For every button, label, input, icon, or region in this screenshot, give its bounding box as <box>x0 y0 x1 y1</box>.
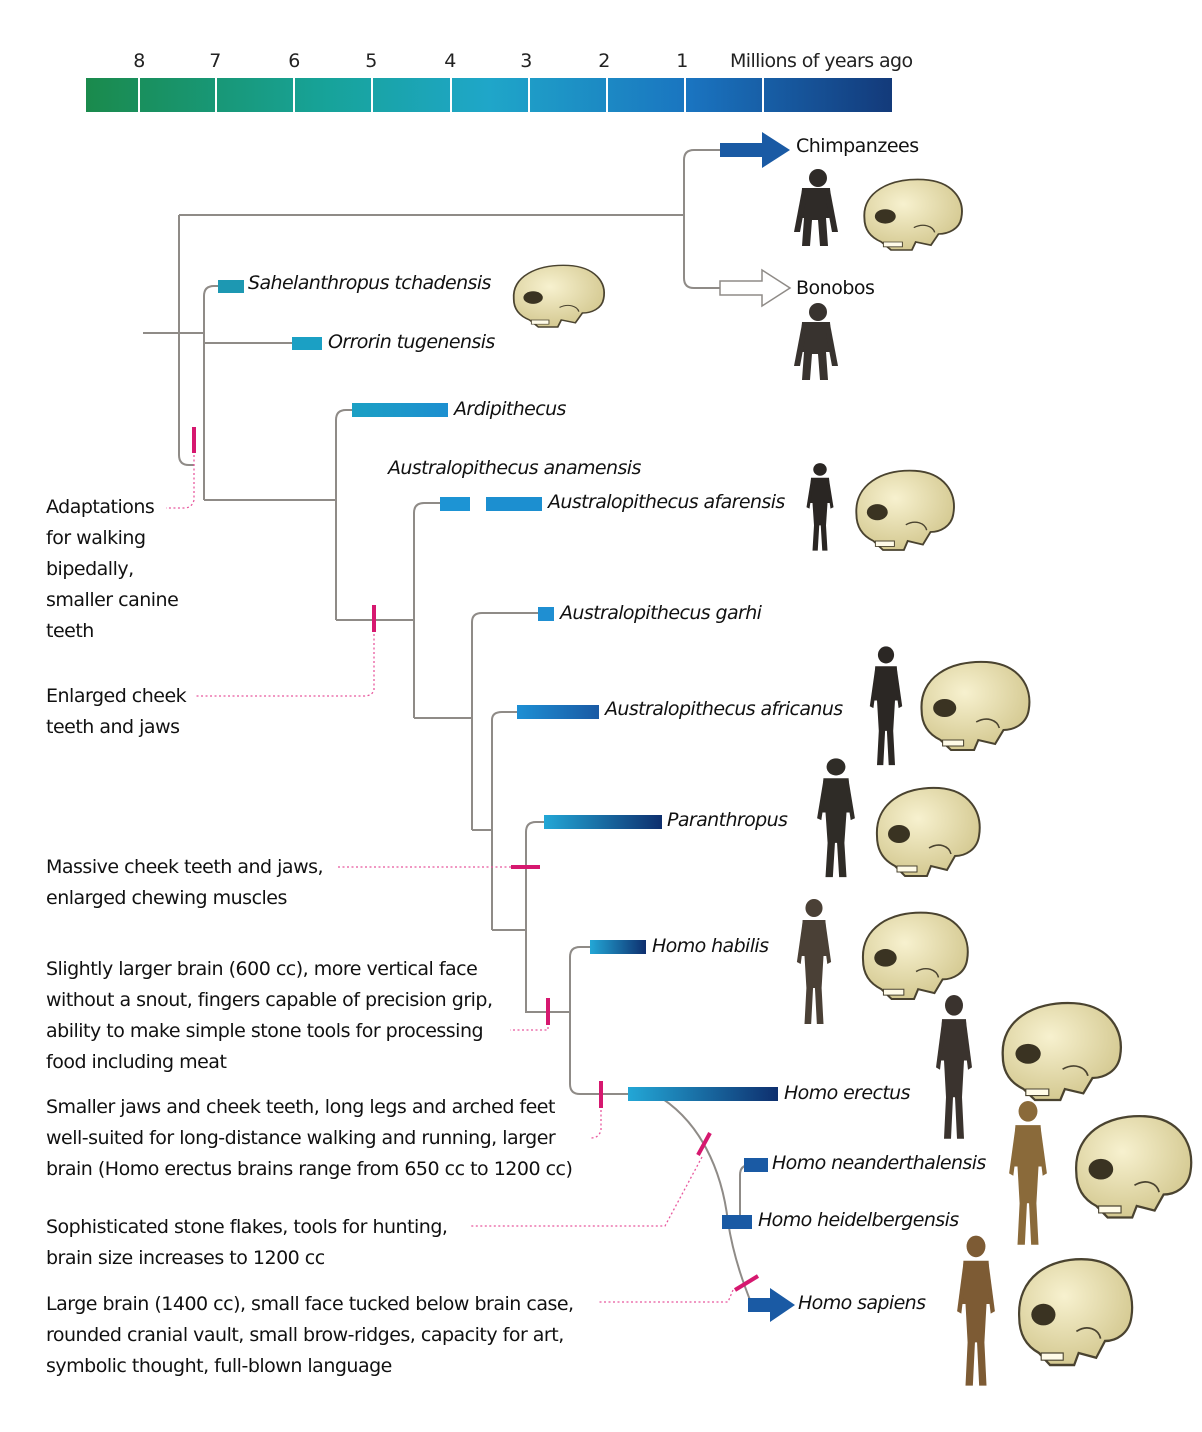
annotation-massive-jaws: Massive cheek teeth and jaws, enlarged c… <box>46 856 324 909</box>
leader-lines <box>166 455 734 1303</box>
annotation-habilis-traits: Slightly larger brain (600 cc), more ver… <box>46 958 493 1073</box>
label-heidelbergensis: Homo heidelbergensis <box>758 1209 959 1231</box>
annotation-bipedal: Adaptations for walking bipedally, small… <box>46 496 179 642</box>
label-ardipithecus: Ardipithecus <box>454 398 566 420</box>
skull-chimpanzee-icon <box>863 178 963 251</box>
annotation-cheek-teeth: Enlarged cheek teeth and jaws <box>46 685 187 738</box>
africanus-figure-icon <box>869 646 903 766</box>
afarensis-figure-icon <box>806 463 834 551</box>
skull-neanderthal-icon <box>1074 1114 1193 1219</box>
tick-label-8: 8 <box>133 50 145 72</box>
tick-label-7: 7 <box>209 50 221 72</box>
trait-markers <box>192 427 760 1292</box>
skull-afarensis-icon <box>855 469 955 551</box>
skull-africanus-icon <box>920 660 1031 752</box>
tick-label-3: 3 <box>520 50 532 72</box>
label-chimpanzees: Chimpanzees <box>796 135 919 157</box>
tick-label-5: 5 <box>365 50 377 72</box>
skull-erectus-icon <box>1001 1001 1123 1102</box>
sapiens-figure-icon <box>957 1235 995 1386</box>
timescale-dividers <box>138 78 764 112</box>
annotation-erectus-traits: Smaller jaws and cheek teeth, long legs … <box>46 1096 573 1180</box>
tick-label-4: 4 <box>444 50 456 72</box>
label-sapiens: Homo sapiens <box>798 1292 926 1314</box>
skull-habilis-icon <box>861 911 969 1001</box>
annotation-sapiens-traits: Large brain (1400 cc), small face tucked… <box>46 1293 574 1377</box>
annotation-heidelbergensis-traits: Sophisticated stone flakes, tools for hu… <box>46 1216 448 1269</box>
skull-paranthropus-icon <box>875 786 981 877</box>
erectus-figure-icon <box>936 994 972 1139</box>
species-bars <box>218 280 778 1229</box>
sapiens-arrow <box>748 1288 795 1322</box>
chimpanzee-figure-icon <box>794 169 838 246</box>
label-paranthropus: Paranthropus <box>667 809 788 831</box>
label-erectus: Homo erectus <box>784 1082 911 1104</box>
tick-label-1: 1 <box>676 50 688 72</box>
timescale-unit-label: Millions of years ago <box>730 50 913 72</box>
bonobo-arrow <box>719 268 792 308</box>
timescale-bar <box>86 78 892 112</box>
label-bonobos: Bonobos <box>796 277 875 299</box>
label-garhi: Australopithecus garhi <box>560 602 762 624</box>
tick-label-6: 6 <box>288 50 300 72</box>
label-anamensis: Australopithecus anamensis <box>388 457 641 479</box>
label-afarensis: Australopithecus afarensis <box>548 491 785 513</box>
label-sahelanthropus: Sahelanthropus tchadensis <box>248 272 491 294</box>
paranthropus-figure-icon <box>817 758 855 878</box>
habilis-figure-icon <box>796 899 832 1024</box>
label-neanderthalensis: Homo neanderthalensis <box>772 1152 986 1174</box>
skull-sapiens-icon <box>1017 1258 1134 1367</box>
label-africanus: Australopithecus africanus <box>605 698 843 720</box>
label-habilis: Homo habilis <box>652 935 769 957</box>
chimpanzee-arrow <box>720 132 790 168</box>
skull-sahelanthropus-icon <box>512 264 605 328</box>
neanderthal-figure-icon <box>1009 1100 1047 1245</box>
label-orrorin: Orrorin tugenensis <box>328 331 495 353</box>
bonobo-figure-icon <box>794 303 838 380</box>
tick-label-2: 2 <box>598 50 610 72</box>
